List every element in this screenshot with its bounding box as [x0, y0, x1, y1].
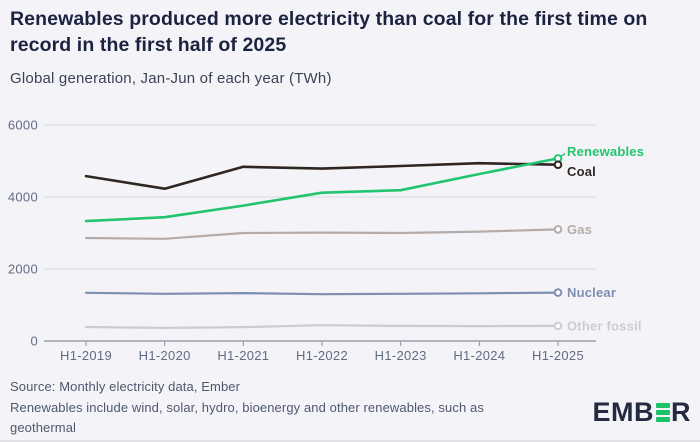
series-line-gas [84, 228, 560, 240]
ember-logo-e-bars-icon [655, 403, 670, 422]
renewables-definition-note: Renewables include wind, solar, hydro, b… [10, 399, 484, 436]
x-axis-label-h1-2025: H1-2025 [532, 348, 584, 363]
page-title: Renewables produced more electricity tha… [10, 8, 648, 56]
source-note: Source: Monthly electricity data, Ember [10, 379, 241, 394]
series-label-nuclear: Nuclear [567, 285, 616, 300]
series-line-renewables [84, 157, 560, 223]
x-axis-label-h1-2021: H1-2021 [217, 348, 269, 363]
label-leader-renewables [561, 153, 566, 157]
x-axis-label-h1-2019: H1-2019 [60, 348, 112, 363]
x-axis-label-h1-2024: H1-2024 [453, 348, 505, 363]
ember-logo-text-right: R [671, 397, 691, 427]
x-axis-label-h1-2020: H1-2020 [139, 348, 191, 363]
series-line-coal [84, 161, 560, 190]
series-label-coal: Coal [567, 164, 596, 179]
series-label-renewables: Renewables [567, 144, 644, 159]
series-label-gas: Gas [567, 222, 592, 237]
x-axis-label-h1-2022: H1-2022 [296, 348, 348, 363]
series-line-nuclear [84, 291, 560, 296]
y-axis-label-2000: 2000 [8, 262, 38, 277]
ember-logo-text-left: EMB [592, 397, 654, 427]
ember-logo: EMB R [593, 399, 692, 426]
series-end-marker-coal [553, 160, 563, 170]
x-axis-label-h1-2023: H1-2023 [375, 348, 427, 363]
y-axis-label-4000: 4000 [8, 190, 38, 205]
chart-footer: Source: Monthly electricity data, Ember … [10, 377, 540, 439]
series-line-other-fossil [84, 324, 560, 329]
series-label-other-fossil: Other fossil [567, 318, 642, 333]
chart-subtitle: Global generation, Jan-Jun of each year … [10, 70, 332, 87]
y-axis-label-6000: 6000 [8, 118, 38, 133]
series-end-marker-other-fossil [553, 321, 563, 331]
series-end-marker-nuclear [553, 288, 563, 297]
y-axis-label-0: 0 [30, 334, 38, 349]
series-end-marker-gas [553, 225, 563, 234]
